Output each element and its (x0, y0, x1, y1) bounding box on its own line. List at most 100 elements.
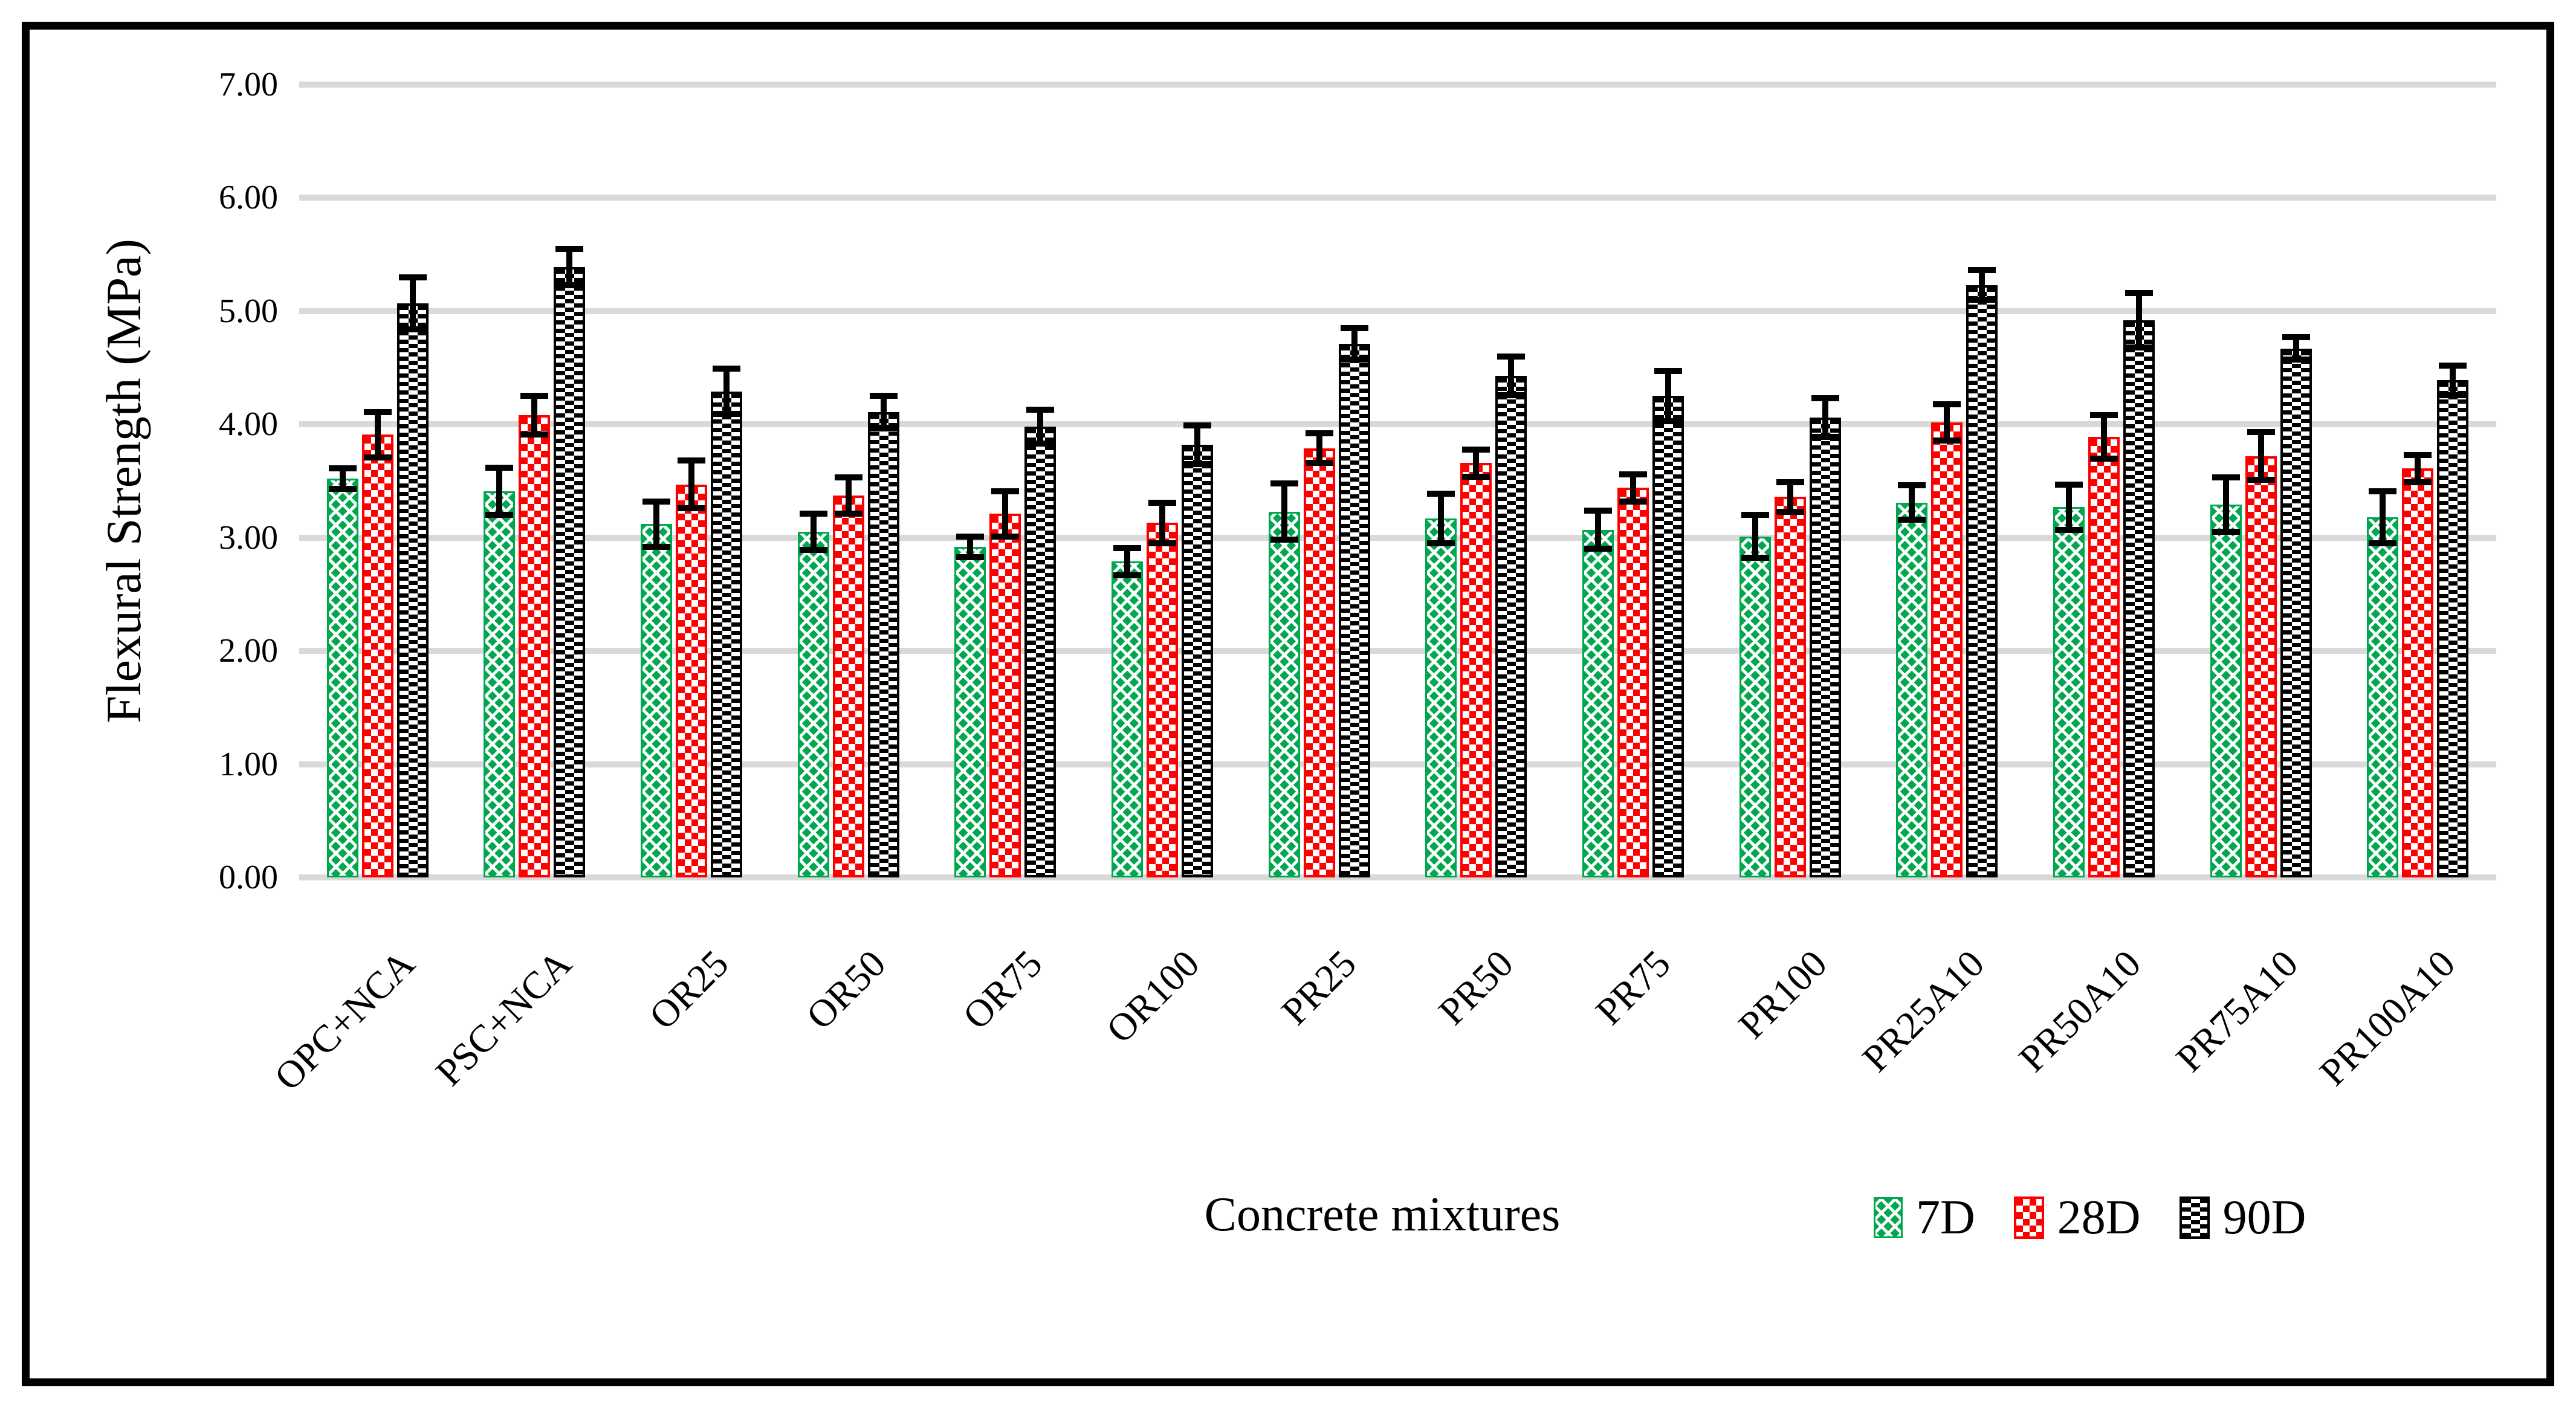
error-cap-bottom (869, 424, 898, 431)
error-cap-bottom (834, 511, 862, 517)
y-tick-label: 2.00 (219, 632, 278, 670)
chart-frame (22, 22, 2554, 1386)
error-cap-top (520, 393, 549, 399)
error-cap-bottom (991, 533, 1020, 540)
bar-group-OPC+NCA (326, 85, 429, 877)
bar-90d-PR50A10 (2123, 320, 2155, 877)
bar-28d-OR50 (832, 496, 864, 877)
error-cap-top (642, 498, 671, 505)
bar-7d-OR25 (641, 524, 673, 877)
error-cap-bottom (1898, 516, 1926, 523)
error-cap-top (1654, 368, 1682, 375)
error-whisker (1124, 547, 1131, 575)
x-axis-title: Concrete mixtures (1204, 1188, 1561, 1241)
error-cap-top (485, 464, 514, 471)
error-cap-top (1026, 406, 1055, 413)
error-cap-top (1270, 480, 1298, 486)
y-axis-tick-labels: 0.00 1.00 2.00 3.00 4.00 5.00 6.00 7.00 (0, 66, 278, 896)
error-cap-bottom (1933, 437, 1961, 444)
error-cap-top (1340, 325, 1368, 331)
error-whisker (1665, 371, 1671, 421)
bar-90d-OR75 (1024, 427, 1057, 877)
error-cap-top (1427, 490, 1455, 497)
bar-90d-PR100 (1809, 418, 1841, 877)
error-whisker (688, 460, 695, 508)
bar-group-PR100 (1739, 85, 1841, 877)
error-cap-bottom (485, 512, 514, 518)
gridline (299, 421, 2496, 428)
error-cap-bottom (1148, 540, 1177, 547)
error-cap-bottom (1026, 441, 1055, 447)
error-whisker (1194, 425, 1201, 464)
error-cap-bottom (2439, 392, 2467, 398)
error-whisker (2380, 491, 2386, 544)
error-cap-top (678, 457, 706, 464)
error-cap-bottom (2404, 479, 2432, 485)
bar-7d-PR75 (1582, 529, 1614, 877)
legend-label-7d: 7D (1916, 1191, 1975, 1244)
gridline (299, 534, 2496, 541)
error-cap-bottom (1462, 473, 1490, 480)
error-cap-top (1183, 422, 1212, 429)
error-whisker (2415, 454, 2421, 482)
error-whisker (1281, 483, 1287, 540)
bar-7d-PR100A10 (2367, 517, 2399, 877)
bar-group-PR25 (1268, 85, 1370, 877)
error-cap-bottom (642, 543, 671, 550)
legend-item-7d: 7D (1874, 1193, 1975, 1242)
error-whisker (1629, 474, 1636, 502)
error-cap-bottom (1968, 297, 1996, 303)
bar-group-PR50 (1425, 85, 1527, 877)
error-cap-top (1741, 512, 1769, 518)
error-cap-bottom (2369, 540, 2397, 547)
error-cap-top (834, 474, 862, 481)
error-cap-bottom (2125, 344, 2153, 350)
bar-90d-PR25A10 (1966, 285, 1998, 877)
bar-7d-PR50 (1425, 518, 1457, 877)
bar-28d-OR100 (1147, 523, 1179, 877)
bar-7d-PR50A10 (2053, 507, 2085, 877)
y-tick-label: 3.00 (219, 518, 278, 557)
bar-90d-OR50 (867, 412, 899, 877)
error-whisker (2257, 432, 2264, 480)
gridline (299, 308, 2496, 314)
error-cap-top (1619, 471, 1647, 477)
error-cap-top (1113, 544, 1142, 551)
error-whisker (339, 468, 346, 489)
bar-90d-PR50 (1495, 375, 1527, 877)
error-cap-top (1497, 353, 1526, 360)
y-tick-label: 1.00 (219, 745, 278, 783)
error-cap-top (1462, 446, 1490, 453)
bar-28d-PSC+NCA (519, 415, 551, 877)
error-cap-top (2439, 362, 2467, 369)
legend: 7D 28D 90D (1874, 1193, 2306, 1242)
error-cap-bottom (1584, 546, 1612, 552)
bar-7d-OR50 (797, 532, 829, 877)
bar-28d-OR25 (676, 484, 708, 877)
error-cap-bottom (678, 505, 706, 511)
error-cap-bottom (1183, 460, 1212, 467)
error-whisker (2222, 477, 2229, 532)
error-cap-bottom (2054, 526, 2083, 533)
error-whisker (2065, 484, 2072, 530)
bar-28d-OR75 (989, 514, 1021, 877)
error-cap-top (2054, 481, 2083, 488)
error-cap-bottom (2247, 477, 2275, 483)
error-whisker (2450, 365, 2456, 395)
bar-group-OR50 (797, 85, 899, 877)
error-cap-top (799, 511, 827, 517)
error-cap-top (555, 245, 584, 252)
legend-swatch-7d (1874, 1197, 1903, 1238)
bar-28d-PR25 (1303, 448, 1335, 877)
bar-28d-OPC+NCA (361, 434, 393, 877)
error-whisker (1002, 491, 1009, 537)
bar-group-PR75A10 (2210, 85, 2312, 877)
error-whisker (1473, 449, 1480, 477)
error-cap-bottom (1497, 392, 1526, 398)
error-whisker (1752, 515, 1758, 558)
error-whisker (1316, 433, 1322, 463)
bar-28d-PR75 (1617, 488, 1649, 877)
bar-90d-OPC+NCA (396, 303, 429, 877)
error-cap-top (2404, 451, 2432, 458)
error-cap-bottom (1811, 433, 1839, 440)
